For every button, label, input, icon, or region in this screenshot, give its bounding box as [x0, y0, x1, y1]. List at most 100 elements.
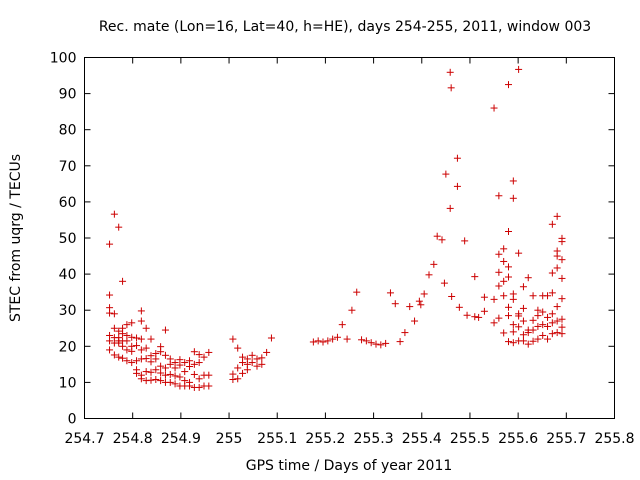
- data-point: [110, 351, 118, 359]
- data-point: [353, 288, 361, 296]
- data-point: [544, 313, 552, 321]
- data-point: [529, 316, 537, 324]
- data-point: [142, 344, 150, 352]
- data-point: [137, 346, 145, 354]
- data-point: [558, 295, 566, 303]
- y-tick-label: 40: [59, 267, 77, 283]
- data-point: [519, 331, 527, 339]
- y-tick-label: 70: [59, 159, 77, 175]
- data-point: [553, 264, 561, 272]
- data-point: [152, 366, 160, 374]
- data-point: [553, 329, 561, 337]
- data-point: [558, 315, 566, 323]
- data-point: [386, 289, 394, 297]
- data-point: [519, 304, 527, 312]
- data-point: [515, 249, 523, 257]
- data-point: [553, 212, 561, 220]
- data-point: [243, 366, 251, 374]
- data-point: [433, 232, 441, 240]
- data-point: [314, 337, 322, 345]
- y-tick-label: 80: [59, 123, 77, 139]
- data-point: [119, 277, 127, 285]
- data-point: [171, 372, 179, 380]
- data-point: [186, 382, 194, 390]
- data-point: [106, 240, 114, 248]
- data-point: [448, 292, 456, 300]
- data-point: [234, 364, 242, 372]
- data-point: [447, 84, 455, 92]
- data-point: [446, 68, 454, 76]
- data-point: [195, 375, 203, 383]
- data-point: [248, 351, 256, 359]
- data-point: [558, 330, 566, 338]
- data-point: [190, 370, 198, 378]
- data-point: [115, 223, 123, 231]
- data-point: [142, 355, 150, 363]
- data-point: [267, 334, 275, 342]
- data-point: [455, 303, 463, 311]
- data-point: [548, 319, 556, 327]
- data-point: [495, 268, 503, 276]
- data-point: [343, 335, 351, 343]
- data-point: [463, 311, 471, 319]
- data-point: [181, 359, 189, 367]
- data-point: [548, 310, 556, 318]
- data-point: [495, 192, 503, 200]
- data-point: [239, 359, 247, 367]
- y-tick-label: 20: [59, 339, 77, 355]
- data-point: [362, 337, 370, 345]
- data-point: [539, 321, 547, 329]
- data-point: [509, 295, 517, 303]
- data-point: [529, 326, 537, 334]
- data-point: [509, 177, 517, 185]
- data-point: [420, 290, 428, 298]
- data-point: [500, 329, 508, 337]
- data-point: [440, 279, 448, 287]
- data-point: [115, 327, 123, 335]
- data-point: [137, 375, 145, 383]
- data-point: [505, 263, 512, 271]
- data-point: [309, 338, 317, 346]
- data-point: [205, 348, 213, 356]
- y-tick-label: 100: [50, 51, 77, 67]
- data-point: [529, 337, 537, 345]
- data-point: [490, 295, 498, 303]
- data-point: [157, 377, 165, 385]
- data-point: [417, 301, 425, 309]
- data-point: [142, 324, 150, 332]
- data-point: [515, 65, 523, 73]
- y-tick-label: 30: [59, 303, 77, 319]
- data-point: [205, 382, 213, 390]
- data-point: [258, 354, 266, 362]
- data-point: [239, 369, 247, 377]
- data-point: [128, 347, 136, 355]
- data-point: [505, 338, 512, 346]
- data-point: [495, 250, 503, 258]
- data-point: [248, 359, 256, 367]
- data-point: [534, 322, 542, 330]
- x-tick-label: 255.5: [450, 431, 490, 447]
- data-point: [195, 359, 203, 367]
- data-point: [515, 312, 523, 320]
- data-point: [524, 274, 532, 282]
- data-point: [119, 354, 127, 362]
- y-tick-label: 50: [59, 231, 77, 247]
- data-point: [372, 340, 380, 348]
- data-point: [171, 364, 179, 372]
- data-point: [176, 373, 184, 381]
- data-point: [161, 351, 169, 359]
- data-point: [548, 269, 556, 277]
- data-point: [539, 331, 547, 339]
- data-point: [519, 283, 527, 291]
- data-point: [505, 228, 512, 236]
- data-point: [553, 317, 561, 325]
- x-tick-label: 254.8: [113, 431, 153, 447]
- data-point: [453, 182, 461, 190]
- data-point: [123, 337, 131, 345]
- data-point: [171, 380, 179, 388]
- data-point: [147, 358, 155, 366]
- data-point: [200, 353, 208, 361]
- data-point: [490, 104, 498, 112]
- data-point: [329, 335, 337, 343]
- data-point: [548, 289, 556, 297]
